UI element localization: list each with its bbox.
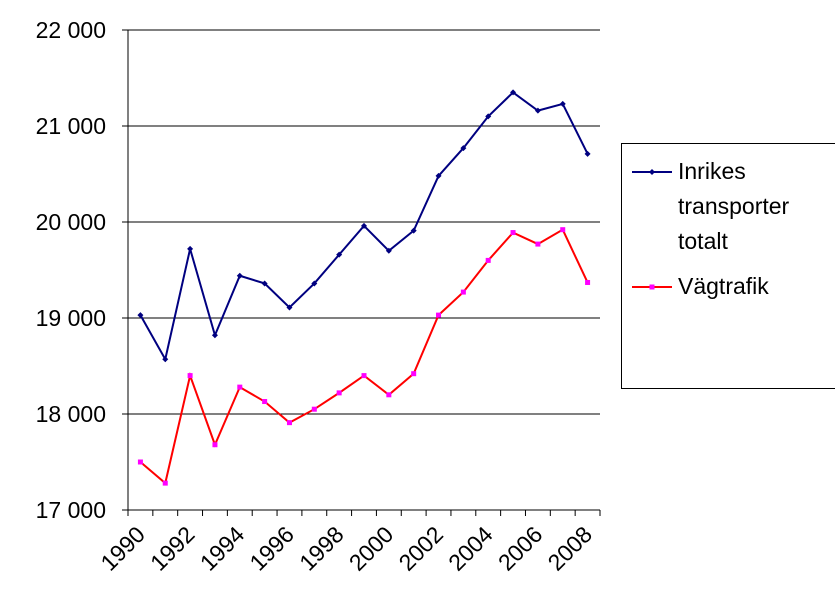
x-tick-label: 1996	[244, 521, 299, 576]
legend-label: Inrikes transporter totalt	[678, 158, 790, 254]
legend-swatch	[632, 284, 672, 290]
marker	[336, 251, 343, 258]
y-tick-label: 20 000	[36, 209, 106, 235]
marker	[336, 390, 342, 396]
marker	[286, 420, 292, 426]
marker	[286, 304, 293, 311]
marker	[137, 459, 143, 465]
marker	[236, 272, 243, 279]
legend-entry: Vägtrafik	[632, 269, 818, 304]
marker	[485, 257, 491, 263]
y-tick-label: 17 000	[36, 497, 106, 523]
series-line	[139, 228, 589, 485]
x-tick-label: 2006	[493, 521, 548, 576]
marker	[311, 280, 318, 287]
marker	[411, 371, 417, 377]
x-tick-label: 1994	[195, 521, 250, 576]
marker	[262, 399, 268, 405]
marker	[261, 280, 268, 287]
marker	[311, 406, 317, 412]
marker	[162, 356, 169, 363]
marker	[187, 245, 194, 252]
marker	[187, 373, 193, 379]
marker	[460, 289, 466, 295]
marker	[435, 172, 442, 179]
x-tick-label: 1998	[294, 521, 349, 576]
x-tick-label: 2000	[344, 521, 399, 576]
marker	[436, 312, 442, 318]
marker	[385, 247, 392, 254]
legend-marker	[649, 169, 655, 175]
marker	[361, 222, 367, 229]
marker	[485, 113, 492, 120]
y-tick-label: 21 000	[36, 113, 106, 139]
x-tick-label: 2004	[443, 521, 498, 576]
marker	[585, 279, 591, 285]
marker	[212, 442, 218, 448]
y-tick-label: 19 000	[36, 305, 106, 331]
legend-label: Vägtrafik	[678, 273, 769, 299]
marker	[510, 89, 517, 96]
x-tick-label: 2008	[543, 521, 598, 576]
marker	[460, 145, 467, 152]
marker	[137, 312, 144, 319]
marker	[510, 230, 516, 236]
marker	[535, 241, 541, 247]
legend-swatch	[632, 169, 672, 175]
marker	[534, 107, 541, 114]
marker	[211, 332, 218, 339]
marker	[410, 227, 417, 234]
legend-entry: Inrikes transporter totalt	[632, 154, 818, 259]
x-tick-label: 1990	[95, 521, 150, 576]
y-tick-label: 18 000	[36, 401, 106, 427]
marker	[584, 150, 591, 157]
marker	[162, 480, 168, 486]
marker	[560, 227, 566, 233]
x-tick-label: 2002	[393, 521, 448, 576]
marker	[386, 392, 392, 398]
marker	[361, 373, 367, 379]
y-tick-label: 22 000	[36, 17, 106, 43]
x-tick-label: 1992	[145, 521, 200, 576]
legend: Inrikes transporter totalt Vägtrafik	[621, 143, 835, 389]
marker	[237, 384, 243, 390]
legend-marker	[649, 284, 655, 290]
marker	[559, 100, 566, 107]
